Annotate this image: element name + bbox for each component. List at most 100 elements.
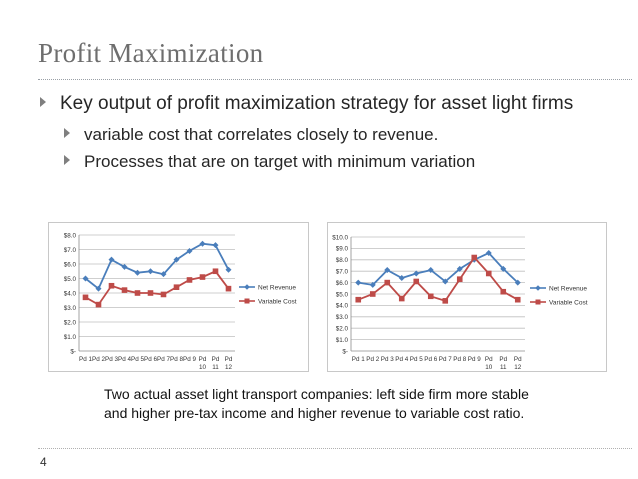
right-point-net-revenue xyxy=(384,267,391,274)
right-point-net-revenue xyxy=(514,279,521,286)
left-x-tick-label: Pd xyxy=(225,356,233,363)
left-legend-marker-net-revenue xyxy=(244,284,250,290)
right-legend-label-net-revenue: Net Revenue xyxy=(549,285,587,292)
left-x-tick-label: Pd 3 xyxy=(105,356,118,363)
right-point-net-revenue xyxy=(413,270,420,277)
left-x-tick-label: Pd 7 xyxy=(157,356,170,363)
left-point-variable-cost xyxy=(95,301,102,308)
right-point-net-revenue xyxy=(369,281,376,288)
right-y-tick-label: $- xyxy=(342,348,348,355)
left-point-net-revenue xyxy=(173,256,180,263)
left-y-tick-label: $4.0 xyxy=(64,290,77,297)
slide-title: Profit Maximization xyxy=(38,38,264,68)
right-point-net-revenue xyxy=(500,265,507,272)
right-x-tick-label: Pd 3 xyxy=(381,356,394,363)
chart-left: $- $1.0 $2.0 $3.0 $4.0 $5.0 $6.0 $7.0 $8.0 Pd 1 Pd… xyxy=(48,222,309,372)
left-point-net-revenue xyxy=(212,242,219,249)
right-point-net-revenue xyxy=(398,275,405,282)
left-point-net-revenue xyxy=(147,268,154,275)
left-x-tick-label: Pd 9 xyxy=(183,356,196,363)
left-point-variable-cost xyxy=(186,277,193,283)
right-x-tick-label: Pd xyxy=(514,356,522,363)
right-y-tick-label: $10.0 xyxy=(332,234,348,241)
left-x-tick-label: Pd 2 xyxy=(92,356,105,363)
right-y-tick-label: $2.0 xyxy=(336,326,349,333)
right-point-variable-cost xyxy=(471,254,478,261)
right-x-tick-label: Pd 1 xyxy=(352,356,365,363)
right-x-tick-label-line2: 12 xyxy=(514,364,522,371)
right-point-net-revenue xyxy=(485,249,492,256)
right-point-net-revenue xyxy=(355,279,362,286)
right-x-tick-label: Pd xyxy=(485,356,493,363)
left-x-tick-label-line2: 12 xyxy=(225,364,233,371)
right-point-variable-cost xyxy=(427,293,434,300)
right-point-variable-cost xyxy=(500,288,507,295)
bullet-2: variable cost that correlates closely to… xyxy=(64,125,438,145)
bullet-1-text: Key output of profit maximization strate… xyxy=(60,93,574,114)
left-point-net-revenue xyxy=(160,271,167,278)
left-series-line-net-revenue xyxy=(84,242,230,291)
right-point-net-revenue xyxy=(442,278,449,285)
left-x-tick-label: Pd 8 xyxy=(170,356,183,363)
right-point-variable-cost xyxy=(413,278,420,285)
left-y-tick-label: $6.0 xyxy=(64,261,77,268)
right-x-tick-label: Pd 6 xyxy=(424,356,437,363)
chart-left-svg: $-$1.0$2.0$3.0$4.0$5.0$6.0$7.0$8.0Pd 1 Pd… xyxy=(64,232,297,371)
left-point-variable-cost xyxy=(82,294,89,301)
right-y-tick-label: $9.0 xyxy=(336,246,349,253)
left-y-tick-label: $3.0 xyxy=(64,305,77,312)
right-point-variable-cost xyxy=(485,270,492,277)
caption: Two actual asset light transport compani… xyxy=(104,385,564,423)
left-point-net-revenue xyxy=(108,256,115,263)
right-y-tick-label: $6.0 xyxy=(336,280,349,287)
left-x-tick-label: Pd xyxy=(199,356,207,363)
left-point-net-revenue xyxy=(95,285,102,292)
left-point-variable-cost xyxy=(134,290,141,296)
title-divider xyxy=(38,79,632,80)
right-x-tick-label: Pd 4 xyxy=(395,356,408,363)
bullet-3-text: Processes that are on target with minimu… xyxy=(84,152,476,171)
right-x-tick-label: Pd 7 xyxy=(439,356,452,363)
caption-line-2: and higher pre-tax income and higher rev… xyxy=(104,405,525,421)
caption-line-1: Two actual asset light transport compani… xyxy=(104,386,529,402)
right-x-tick-label-line2: 10 xyxy=(485,364,493,371)
bullet-1: Key output of profit maximization strate… xyxy=(40,93,573,115)
right-x-tick-label: Pd 5 xyxy=(410,356,423,363)
left-x-tick-label: Pd 4 xyxy=(118,356,131,363)
chart-right-svg: $- $1.0 $2.0 $3.0 $4.0 $5.0 $6.0 $7.0 $8.0 $9.0 $1… xyxy=(332,234,588,371)
left-point-variable-cost xyxy=(212,268,219,275)
left-point-variable-cost xyxy=(121,287,128,293)
right-y-tick-label: $4.0 xyxy=(336,303,349,310)
right-point-variable-cost xyxy=(369,291,376,297)
right-y-tick-label: $7.0 xyxy=(336,269,349,276)
left-point-variable-cost xyxy=(173,284,180,290)
left-legend-label-variable-cost: Variable Cost xyxy=(258,298,297,305)
left-x-tick-label: Pd xyxy=(212,356,220,363)
right-x-tick-label-line2: 11 xyxy=(500,364,507,371)
left-y-tick-label: $5.0 xyxy=(64,276,77,283)
right-legend-marker-variable-cost xyxy=(535,299,541,305)
right-y-tick-label: $8.0 xyxy=(336,257,349,264)
right-x-tick-label: Pd 8 xyxy=(453,356,466,363)
left-point-variable-cost xyxy=(160,291,167,298)
left-x-tick-label-line2: 11 xyxy=(212,364,219,371)
left-y-tick-label: $8.0 xyxy=(64,232,77,239)
left-series-line-variable-cost xyxy=(85,270,230,306)
triangle-bullet-icon xyxy=(64,128,70,138)
left-point-net-revenue xyxy=(186,247,193,254)
right-point-variable-cost xyxy=(442,298,449,304)
bullet-3: Processes that are on target with minimu… xyxy=(64,152,475,172)
right-point-net-revenue xyxy=(427,267,434,274)
right-y-tick-label: $3.0 xyxy=(336,314,349,321)
right-point-variable-cost xyxy=(514,296,521,303)
left-point-variable-cost xyxy=(108,282,115,289)
right-x-tick-label: Pd 9 xyxy=(468,356,481,363)
left-point-variable-cost xyxy=(147,290,154,296)
left-legend-marker-variable-cost xyxy=(244,298,250,304)
right-point-net-revenue xyxy=(456,265,463,272)
left-point-net-revenue xyxy=(199,240,206,247)
right-point-variable-cost xyxy=(384,279,391,286)
left-point-net-revenue xyxy=(82,275,89,282)
right-legend-label-variable-cost: Variable Cost xyxy=(549,299,588,306)
left-x-tick-label: Pd 5 xyxy=(131,356,144,363)
